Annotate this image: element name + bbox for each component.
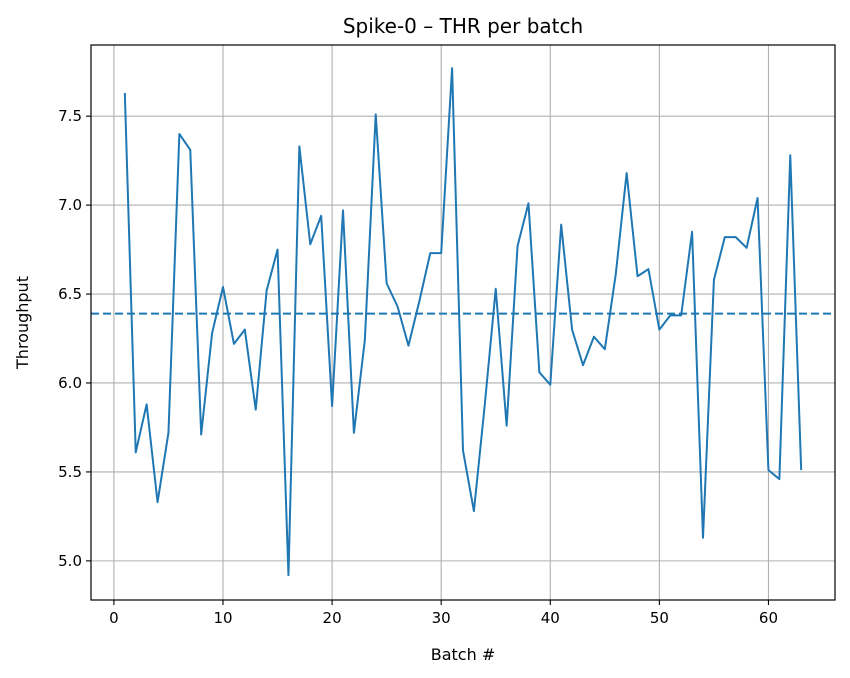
grid-lines — [91, 45, 835, 600]
y-tick-label: 6.0 — [58, 374, 82, 392]
y-tick-label: 7.0 — [58, 196, 82, 214]
throughput-series-line — [123, 67, 803, 577]
x-tick-label: 0 — [109, 609, 119, 627]
y-axis-ticks: 5.0 5.5 6.0 6.5 7.0 7.5 — [58, 107, 91, 570]
x-tick-label: 60 — [759, 609, 778, 627]
x-axis-ticks: 0 10 20 30 40 50 60 — [109, 600, 778, 627]
x-axis-label: Batch # — [431, 645, 495, 664]
axes-frame — [90, 44, 836, 601]
y-tick-label: 6.5 — [58, 285, 82, 303]
y-tick-label: 7.5 — [58, 107, 82, 125]
x-tick-label: 10 — [213, 609, 232, 627]
y-tick-label: 5.5 — [58, 463, 82, 481]
x-tick-label: 40 — [541, 609, 560, 627]
y-axis-label: Throughput — [13, 276, 32, 370]
y-tick-label: 5.0 — [58, 552, 82, 570]
x-tick-label: 20 — [323, 609, 342, 627]
x-tick-label: 30 — [432, 609, 451, 627]
series-lines — [123, 67, 803, 577]
x-tick-label: 50 — [650, 609, 669, 627]
chart-title: Spike-0 – THR per batch — [343, 14, 583, 38]
